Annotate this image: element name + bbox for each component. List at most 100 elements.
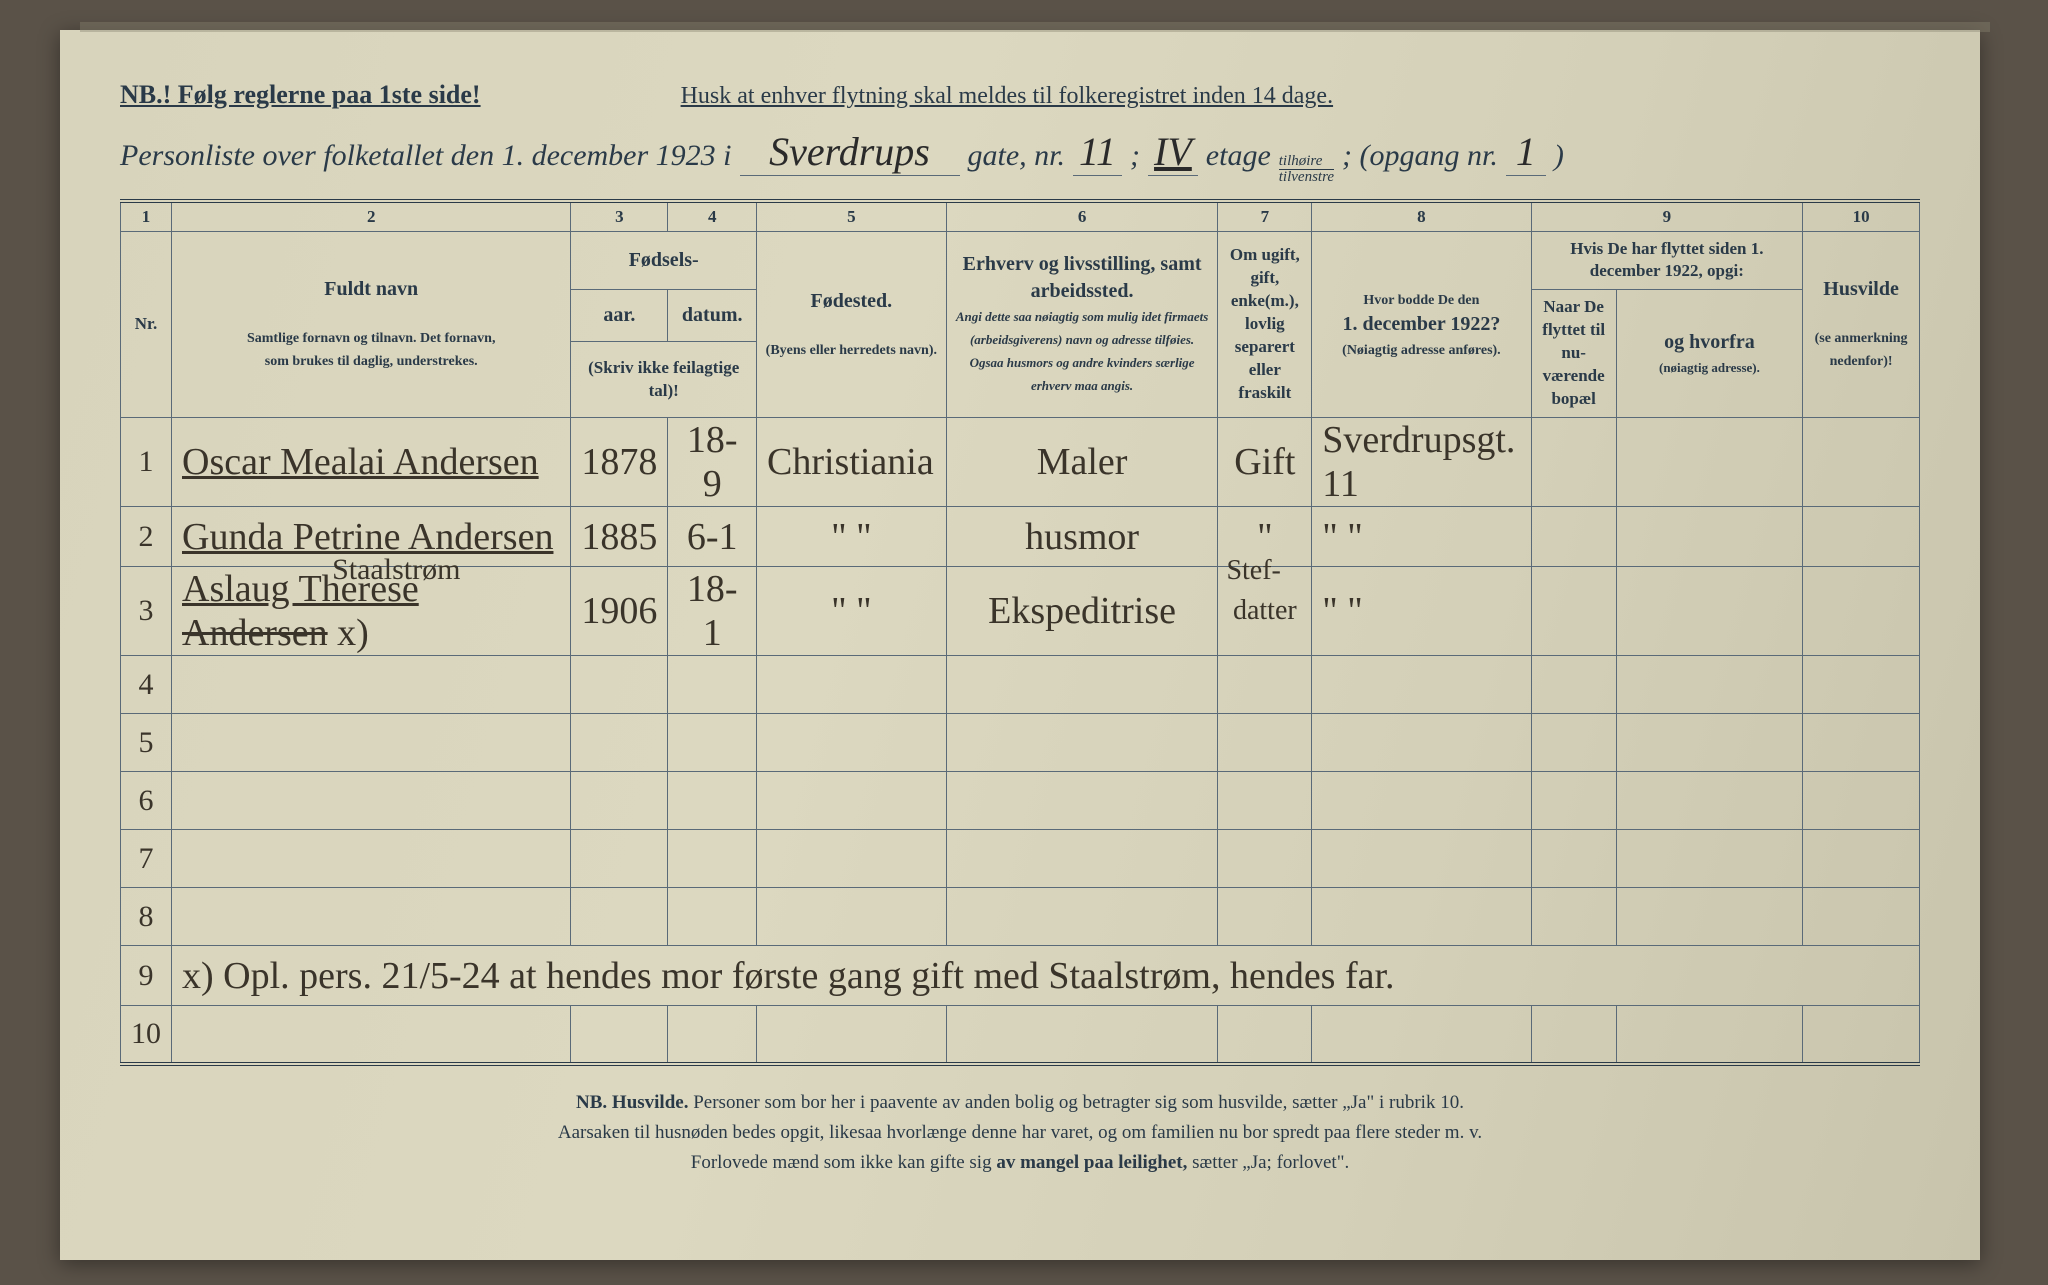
colnum-5: 5 bbox=[756, 201, 946, 231]
nb-rule: NB.! Følg reglerne paa 1ste side! bbox=[120, 80, 481, 110]
hdr-aar: aar. bbox=[571, 290, 668, 342]
cell-prev: " " bbox=[1312, 567, 1531, 656]
colnum-10: 10 bbox=[1803, 201, 1920, 231]
colnum-8: 8 bbox=[1312, 201, 1531, 231]
top-instructions: NB.! Følg reglerne paa 1ste side! Husk a… bbox=[120, 80, 1920, 110]
cell-place: " " bbox=[756, 567, 946, 656]
hdr-9b-1-text: og hvorfra bbox=[1664, 331, 1755, 353]
hdr-9a: Naar De flyttet til nu-værende bopæl bbox=[1531, 290, 1616, 418]
table-row: 5 bbox=[121, 714, 1920, 772]
cell-from bbox=[1616, 567, 1802, 656]
hdr-prev-sub: (Nøiagtig adresse anføres). bbox=[1342, 343, 1501, 358]
hdr-husvilde-bold: Husvilde bbox=[1823, 278, 1899, 300]
hdr-erhverv-bold: Erhverv og livsstilling, samt arbeidsste… bbox=[963, 253, 1202, 302]
table-row: 7 bbox=[121, 830, 1920, 888]
cell-civil: Gift bbox=[1218, 418, 1312, 507]
colnum-9: 9 bbox=[1531, 201, 1803, 231]
hdr-name-sub2: som brukes til daglig, understrekes. bbox=[265, 354, 478, 369]
colnum-2: 2 bbox=[172, 201, 571, 231]
hdr-fodested-sub: (Byens eller herredets navn). bbox=[766, 343, 937, 358]
opgang-label: ; (opgang nr. bbox=[1342, 139, 1498, 173]
cell-nr: 9 bbox=[121, 946, 172, 1006]
hdr-9b-2: (nøiagtig adresse). bbox=[1659, 360, 1760, 375]
etage-label: etage bbox=[1206, 139, 1271, 173]
colnum-4: 4 bbox=[668, 201, 757, 231]
cell-when bbox=[1531, 567, 1616, 656]
table-header: 1 2 3 4 5 6 7 8 9 10 Nr. Fuldt navn Samt… bbox=[121, 201, 1920, 418]
cell-date: 18-1 bbox=[668, 567, 757, 656]
hdr-erhverv: Erhverv og livsstilling, samt arbeidsste… bbox=[946, 231, 1218, 418]
hdr-civil: Om ugift, gift, enke(m.), lovlig separer… bbox=[1218, 231, 1312, 418]
footer-l3b: av mangel paa leilighet, bbox=[996, 1152, 1187, 1173]
cell-year: 1885 bbox=[571, 507, 668, 567]
cell-nr: 1 bbox=[121, 418, 172, 507]
hdr-fodested-bold: Fødested. bbox=[811, 290, 893, 312]
table-row-note: 9 x) Opl. pers. 21/5-24 at hendes mor fø… bbox=[121, 946, 1920, 1006]
hdr-aar-text: aar. bbox=[603, 304, 635, 326]
cell-nr: 3 bbox=[121, 567, 172, 656]
cell-occ: Ekspeditrise bbox=[946, 567, 1218, 656]
cell-name-text: Gunda Petrine Andersen bbox=[182, 516, 553, 558]
cell-date: 6-1 bbox=[668, 507, 757, 567]
cell-name-over: Staalstrøm bbox=[332, 553, 460, 587]
cell-date: 18-9 bbox=[668, 418, 757, 507]
cell-civil: Stef- datter bbox=[1218, 567, 1312, 656]
census-form-page: NB.! Følg reglerne paa 1ste side! Husk a… bbox=[60, 30, 1980, 1260]
hdr-9b: og hvorfra (nøiagtig adresse). bbox=[1616, 290, 1802, 418]
hdr-husvilde-sub: (se anmerkning nedenfor)! bbox=[1815, 331, 1908, 369]
cell-nr: 5 bbox=[121, 714, 172, 772]
cell-nr: 6 bbox=[121, 772, 172, 830]
table-row: 1 Oscar Mealai Andersen 1878 18-9 Christ… bbox=[121, 418, 1920, 507]
cell-husv bbox=[1803, 418, 1920, 507]
hdr-name: Fuldt navn Samtlige fornavn og tilnavn. … bbox=[172, 231, 571, 418]
cell-name-x: x) bbox=[328, 612, 369, 654]
hdr-erhverv-sub: Angi dette saa nøiagtig som mulig idet f… bbox=[956, 309, 1208, 393]
cell-prev: Sverdrupsgt. 11 bbox=[1312, 418, 1531, 507]
cell-from bbox=[1616, 418, 1802, 507]
hdr-nr: Nr. bbox=[121, 231, 172, 418]
cell-civil-over: Stef- bbox=[1226, 555, 1280, 587]
cell-nr: 8 bbox=[121, 888, 172, 946]
title-prefix: Personliste over folketallet den 1. dece… bbox=[120, 139, 732, 173]
cell-when bbox=[1531, 507, 1616, 567]
cell-year: 1878 bbox=[571, 418, 668, 507]
cell-name-strike: Andersen bbox=[182, 612, 328, 654]
hdr-datum-text: datum. bbox=[682, 304, 743, 326]
cell-occ: Maler bbox=[946, 418, 1218, 507]
hdr-datum: datum. bbox=[668, 290, 757, 342]
side-fraction: tilhøire tilvenstre bbox=[1279, 154, 1334, 185]
cell-nr: 10 bbox=[121, 1006, 172, 1064]
colnum-3: 3 bbox=[571, 201, 668, 231]
hdr-fodsels-text: Fødsels- bbox=[629, 249, 699, 271]
colnum-7: 7 bbox=[1218, 201, 1312, 231]
house-number: 11 bbox=[1073, 128, 1122, 176]
table-body: 1 Oscar Mealai Andersen 1878 18-9 Christ… bbox=[121, 418, 1920, 1064]
hdr-fodested: Fødested. (Byens eller herredets navn). bbox=[756, 231, 946, 418]
table-row: 8 bbox=[121, 888, 1920, 946]
census-table: 1 2 3 4 5 6 7 8 9 10 Nr. Fuldt navn Samt… bbox=[120, 199, 1920, 1066]
hdr-9top: Hvis De har flyttet siden 1. december 19… bbox=[1531, 231, 1803, 290]
table-row: 3 Aslaug Therese StaalstrømAndersen x) 1… bbox=[121, 567, 1920, 656]
cell-name: Oscar Mealai Andersen bbox=[172, 418, 571, 507]
street-name: Sverdrups bbox=[740, 128, 960, 176]
hdr-fodsels: Fødsels- bbox=[571, 231, 757, 290]
floor: IV bbox=[1148, 128, 1198, 176]
cell-husv bbox=[1803, 507, 1920, 567]
footer-l1b: Personer som bor her i paavente av anden… bbox=[688, 1092, 1464, 1113]
title-line: Personliste over folketallet den 1. dece… bbox=[120, 128, 1920, 185]
cell-place: " " bbox=[756, 507, 946, 567]
frac-top: tilhøire bbox=[1279, 154, 1334, 170]
footer-l3c: sætter „Ja; forlovet". bbox=[1187, 1152, 1349, 1173]
hdr-prev-bold: 1. december 1922? bbox=[1342, 313, 1500, 335]
hdr-9b-1: og hvorfra bbox=[1664, 337, 1755, 352]
opgang-nr: 1 bbox=[1506, 128, 1546, 176]
hdr-prev: Hvor bodde De den 1. december 1922? (Nøi… bbox=[1312, 231, 1531, 418]
note-cell: x) Opl. pers. 21/5-24 at hendes mor førs… bbox=[172, 946, 1920, 1006]
table-row: 4 bbox=[121, 656, 1920, 714]
cell-when bbox=[1531, 418, 1616, 507]
footer-l2: Aarsaken til husnøden bedes opgit, likes… bbox=[558, 1122, 1482, 1143]
hdr-name-bold: Fuldt navn bbox=[324, 278, 418, 300]
colnum-6: 6 bbox=[946, 201, 1218, 231]
cell-husv bbox=[1803, 567, 1920, 656]
hdr-aar-sub: (Skriv ikke feilagtige tal)! bbox=[571, 342, 757, 418]
